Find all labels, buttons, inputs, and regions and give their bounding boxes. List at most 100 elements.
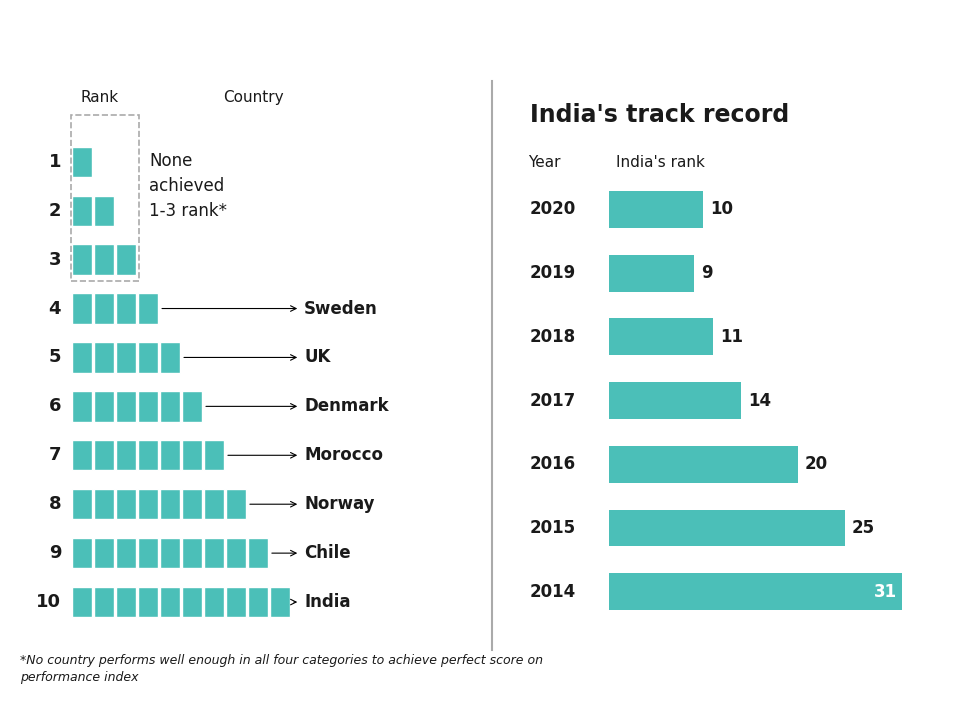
Bar xyxy=(182,587,202,617)
Text: None
achieved
1-3 rank*: None achieved 1-3 rank* xyxy=(149,152,227,220)
Text: 5: 5 xyxy=(49,349,61,366)
Text: 3: 3 xyxy=(49,250,61,269)
Text: 20: 20 xyxy=(805,455,828,473)
Text: Norway: Norway xyxy=(304,495,374,513)
Bar xyxy=(73,196,92,226)
Text: 10: 10 xyxy=(710,200,733,218)
Bar xyxy=(248,538,268,568)
Bar xyxy=(204,489,223,520)
Bar xyxy=(73,587,92,617)
Bar xyxy=(204,538,223,568)
Bar xyxy=(116,293,136,324)
Bar xyxy=(182,538,202,568)
Text: 2: 2 xyxy=(49,201,61,220)
Bar xyxy=(94,245,114,275)
Text: 2015: 2015 xyxy=(530,519,576,537)
Bar xyxy=(94,196,114,226)
Bar xyxy=(73,245,92,275)
Text: 10: 10 xyxy=(36,593,61,611)
Bar xyxy=(94,587,114,617)
Text: 9: 9 xyxy=(49,544,61,562)
Bar xyxy=(116,538,136,568)
Bar xyxy=(160,391,179,421)
Bar xyxy=(116,391,136,421)
Text: 25: 25 xyxy=(852,519,875,537)
Text: 14: 14 xyxy=(748,392,771,409)
Text: 4: 4 xyxy=(49,300,61,317)
Text: Climate Change Performance Index (CCPI) Ranking 2020: Climate Change Performance Index (CCPI) … xyxy=(71,28,909,54)
Bar xyxy=(609,382,741,419)
Bar xyxy=(116,245,136,275)
Bar xyxy=(94,538,114,568)
Text: 2020: 2020 xyxy=(530,200,576,218)
Bar xyxy=(73,440,92,470)
Text: *No country performs well enough in all four categories to achieve perfect score: *No country performs well enough in all … xyxy=(20,654,543,684)
Text: 6: 6 xyxy=(49,397,61,416)
Bar xyxy=(138,391,158,421)
Text: 8: 8 xyxy=(49,495,61,513)
Bar xyxy=(270,587,290,617)
Bar xyxy=(160,587,179,617)
Text: Morocco: Morocco xyxy=(304,446,383,464)
Bar xyxy=(73,538,92,568)
Text: Country: Country xyxy=(223,90,284,105)
Bar xyxy=(609,255,694,291)
Bar xyxy=(609,510,845,547)
Text: 31: 31 xyxy=(873,583,897,601)
Text: 11: 11 xyxy=(719,328,743,346)
Bar xyxy=(248,587,268,617)
Bar xyxy=(94,440,114,470)
Bar xyxy=(160,489,179,520)
Text: India: India xyxy=(304,593,351,611)
Text: UK: UK xyxy=(304,349,330,366)
Text: Chile: Chile xyxy=(304,544,351,562)
Bar xyxy=(138,489,158,520)
Bar xyxy=(226,538,246,568)
Bar xyxy=(138,440,158,470)
Bar xyxy=(182,391,202,421)
Bar xyxy=(609,191,704,228)
Bar xyxy=(73,391,92,421)
Bar xyxy=(160,440,179,470)
Text: 2017: 2017 xyxy=(530,392,576,409)
Bar xyxy=(73,342,92,373)
Text: Sweden: Sweden xyxy=(304,300,378,317)
Text: 1: 1 xyxy=(49,153,61,171)
Bar xyxy=(116,587,136,617)
Bar xyxy=(73,489,92,520)
Bar xyxy=(94,489,114,520)
Bar xyxy=(204,440,223,470)
Text: Rank: Rank xyxy=(80,90,119,105)
Bar xyxy=(138,342,158,373)
Text: 2019: 2019 xyxy=(530,264,576,282)
Bar xyxy=(609,318,712,356)
Bar xyxy=(94,293,114,324)
Bar xyxy=(138,293,158,324)
Bar xyxy=(73,293,92,324)
Bar xyxy=(182,489,202,520)
Bar xyxy=(116,440,136,470)
Bar xyxy=(138,587,158,617)
Text: 7: 7 xyxy=(49,446,61,464)
Bar xyxy=(160,538,179,568)
Bar xyxy=(226,489,246,520)
Bar xyxy=(204,587,223,617)
Text: India's rank: India's rank xyxy=(615,156,705,170)
Bar xyxy=(160,342,179,373)
Bar xyxy=(138,538,158,568)
Bar xyxy=(609,446,798,483)
Text: 2016: 2016 xyxy=(530,455,576,473)
Text: 2014: 2014 xyxy=(530,583,576,601)
Text: Denmark: Denmark xyxy=(304,397,389,416)
Bar xyxy=(116,342,136,373)
Bar xyxy=(73,146,92,177)
Bar xyxy=(226,587,246,617)
Bar xyxy=(182,440,202,470)
Bar xyxy=(94,342,114,373)
Text: 2018: 2018 xyxy=(530,328,576,346)
Text: 9: 9 xyxy=(701,264,712,282)
Text: Year: Year xyxy=(528,156,561,170)
Text: India's track record: India's track record xyxy=(530,103,790,127)
Bar xyxy=(94,391,114,421)
Bar xyxy=(609,573,902,610)
